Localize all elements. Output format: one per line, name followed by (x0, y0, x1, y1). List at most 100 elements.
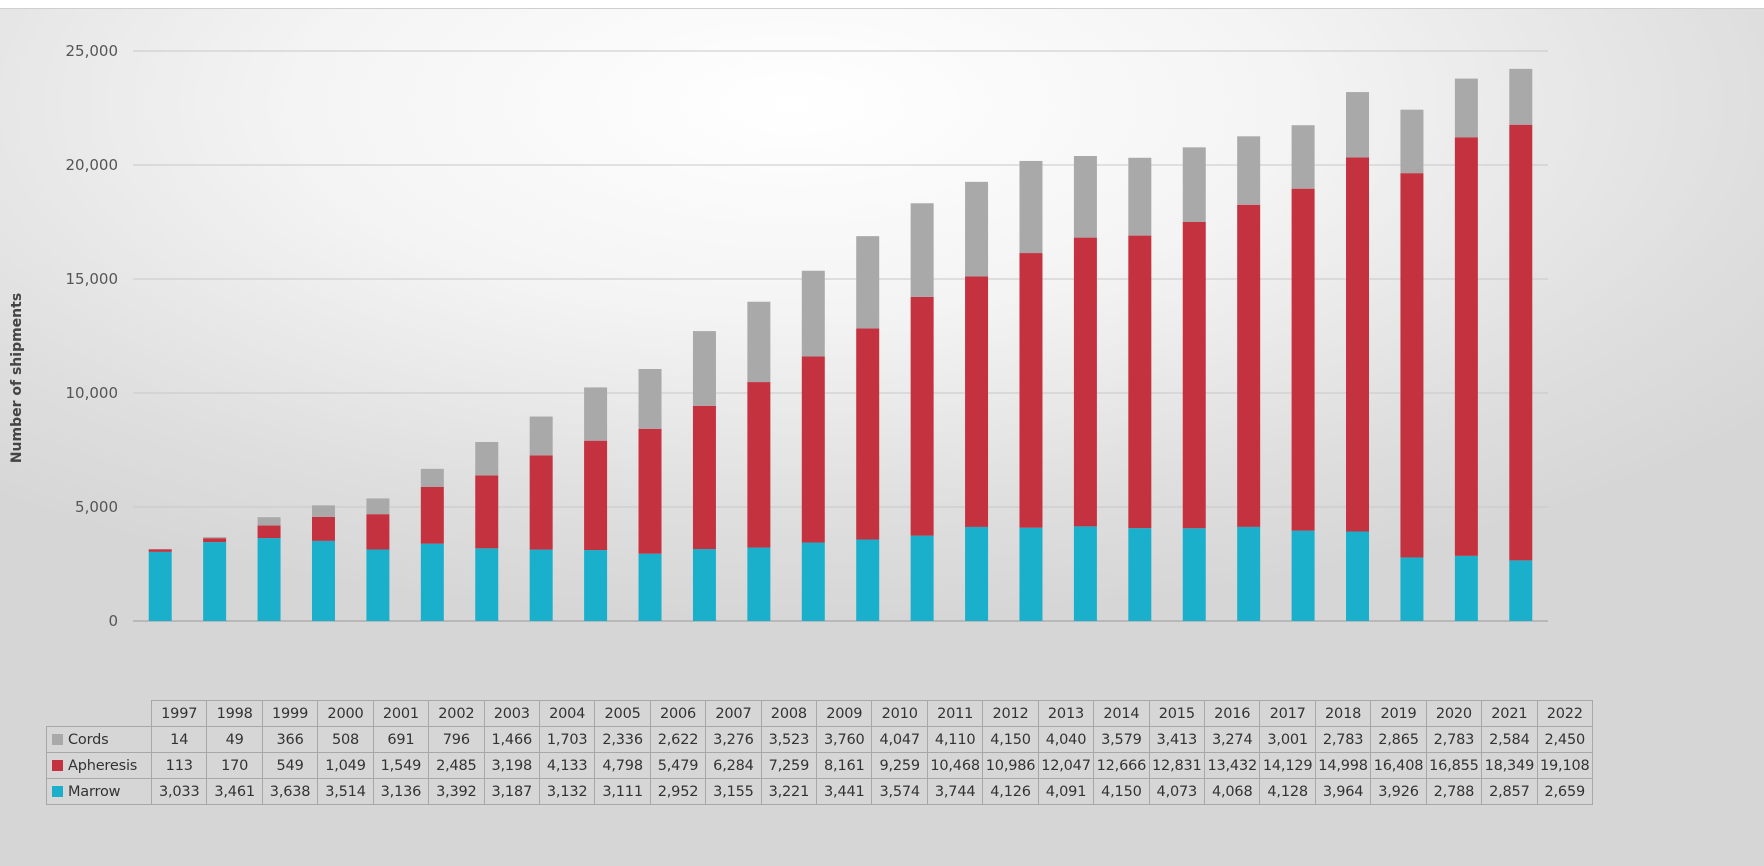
bar-apheresis (965, 276, 989, 527)
bar-cords (475, 441, 499, 476)
x-category-label: 1999 (261, 700, 319, 727)
x-category-label: 2014 (1093, 700, 1150, 727)
data-label: 4,126 (982, 778, 1039, 805)
x-category-label: 2009 (816, 700, 873, 727)
bar-apheresis (148, 549, 172, 552)
x-category-label: 2003 (483, 700, 540, 727)
data-label: 3,033 (150, 778, 208, 805)
legend-label: Marrow (68, 783, 121, 800)
y-tick-label: 20,000 (66, 156, 119, 174)
bar-marrow (965, 526, 989, 621)
table-row-marrow: Marrow 3,033 3,461 3,638 3,514 3,136 3,392 3,18… (46, 778, 1593, 805)
data-label: 2,336 (594, 726, 651, 753)
bar-marrow (801, 542, 825, 621)
bar-marrow (529, 549, 553, 621)
data-label: 2,788 (1425, 778, 1483, 805)
x-category-label: 2010 (871, 700, 928, 727)
bar-cords (910, 203, 934, 297)
bar-apheresis (366, 514, 390, 550)
data-label: 796 (428, 726, 485, 753)
data-label: 5,479 (649, 752, 707, 779)
data-label: 1,703 (538, 726, 596, 753)
bar-cords (311, 505, 335, 517)
table-row-cords: Cords 14 49 366 508 691 796 1,466 1,703 2,336 2,62… (46, 726, 1593, 753)
bar-cords (1291, 125, 1315, 189)
bar-cords (965, 181, 989, 277)
data-label: 16,408 (1370, 752, 1427, 779)
data-label: 4,150 (982, 726, 1039, 753)
bar-apheresis (638, 428, 662, 554)
data-label: 14 (150, 726, 208, 753)
data-label: 3,111 (594, 778, 651, 805)
y-axis-tick-labels: 0 5,000 10,000 15,000 20,000 25,000 (66, 42, 119, 630)
bar-apheresis (856, 328, 880, 540)
bar-marrow (1073, 526, 1097, 621)
data-label: 1,049 (317, 752, 374, 779)
bar-cords (1073, 155, 1097, 238)
data-label: 9,259 (871, 752, 928, 779)
data-label: 3,155 (705, 778, 762, 805)
bar-cords (1346, 92, 1370, 158)
data-label: 549 (261, 752, 319, 779)
legend-swatch (52, 785, 63, 797)
table-corner (46, 700, 152, 727)
data-label: 2,783 (1314, 726, 1372, 753)
data-label: 1,466 (483, 726, 540, 753)
bar-marrow (1291, 530, 1315, 621)
bar-marrow (638, 553, 662, 621)
x-category-label: 2013 (1037, 700, 1095, 727)
data-label: 4,040 (1037, 726, 1095, 753)
bar-apheresis (692, 405, 716, 550)
y-tick-label: 5,000 (75, 498, 118, 516)
x-category-label: 2018 (1314, 700, 1372, 727)
x-category-label: 2005 (594, 700, 651, 727)
y-tick-label: 0 (108, 612, 118, 630)
bar-marrow (910, 535, 934, 621)
bar-cords (257, 517, 281, 526)
bar-apheresis (475, 475, 499, 549)
data-label: 691 (372, 726, 430, 753)
data-label: 3,136 (372, 778, 430, 805)
data-label: 3,744 (926, 778, 984, 805)
bar-marrow (1182, 528, 1206, 621)
data-label: 16,855 (1425, 752, 1483, 779)
bar-apheresis (1019, 253, 1043, 528)
data-label: 18,349 (1481, 752, 1538, 779)
bar-cords (692, 331, 716, 406)
data-label: 3,441 (816, 778, 873, 805)
legend-swatch (52, 759, 63, 771)
bar-apheresis (1346, 157, 1370, 532)
bar-cords (366, 498, 390, 515)
y-axis-label: Number of shipments (9, 293, 25, 463)
table-row-apheresis: Apheresis 113 170 549 1,049 1,549 2,485 3,198 4,… (46, 752, 1593, 779)
bar-marrow (1128, 528, 1152, 621)
bar-cords (1182, 147, 1206, 222)
data-label: 4,798 (594, 752, 651, 779)
bar-apheresis (420, 487, 444, 544)
data-label: 2,450 (1536, 726, 1593, 753)
bar-marrow (1237, 526, 1261, 621)
bar-marrow (475, 548, 499, 621)
bar-marrow (1509, 560, 1533, 621)
x-category-label: 2017 (1259, 700, 1316, 727)
data-label: 6,284 (705, 752, 762, 779)
data-label: 2,659 (1536, 778, 1593, 805)
x-category-label: 2015 (1148, 700, 1206, 727)
data-label: 3,964 (1314, 778, 1372, 805)
data-table: 1997 1998 1999 2000 2001 2002 2003 2004 2005 2006… (46, 700, 1593, 805)
stacked-bar-chart: 0 5,000 10,000 15,000 20,000 25,000 Number of… (9, 42, 1548, 630)
y-tick-label: 15,000 (66, 270, 119, 288)
x-category-label: 2019 (1370, 700, 1427, 727)
bar-apheresis (1291, 188, 1315, 531)
bar-cords (856, 236, 880, 329)
data-label: 49 (206, 726, 263, 753)
data-label: 14,129 (1259, 752, 1316, 779)
bar-apheresis (529, 455, 553, 550)
data-label: 3,132 (538, 778, 596, 805)
data-label: 19,108 (1536, 752, 1593, 779)
data-label: 2,952 (649, 778, 707, 805)
bar-cords (1509, 68, 1533, 125)
bar-marrow (1346, 531, 1370, 621)
bar-cords (529, 416, 553, 456)
x-category-label: 1998 (206, 700, 263, 727)
